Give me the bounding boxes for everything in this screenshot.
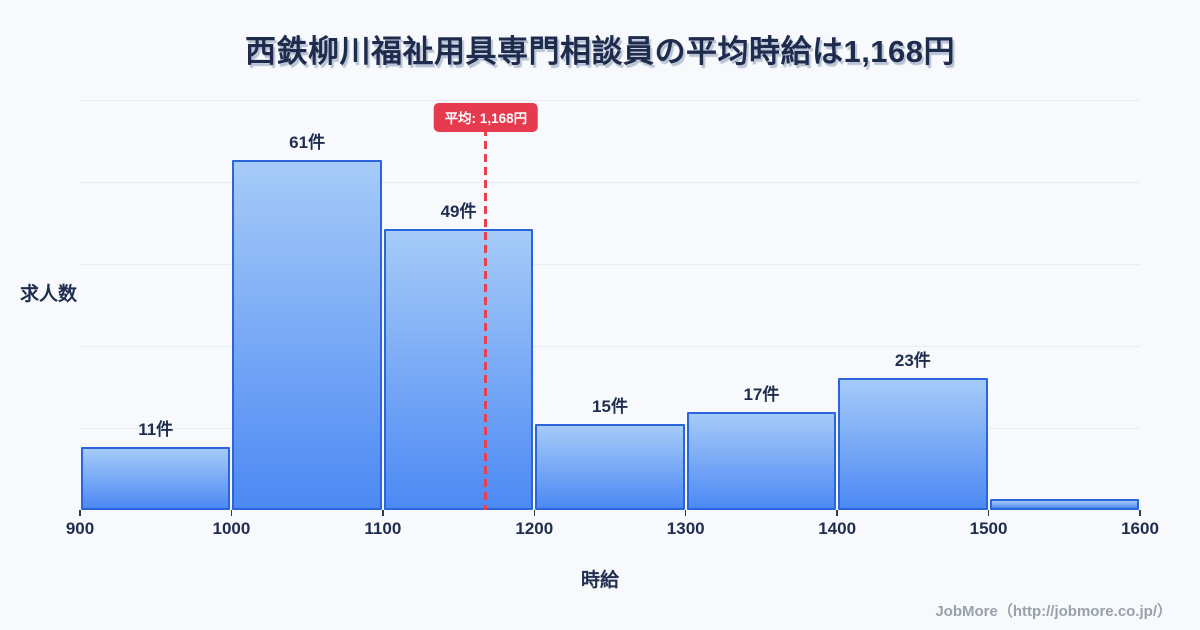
x-tick-mark <box>684 510 687 516</box>
chart-title: 西鉄柳川福祉用具専門相談員の平均時給は1,168円 <box>244 34 956 69</box>
footer-credit: JobMore（http://jobmore.co.jp/） <box>935 603 1172 620</box>
histogram-bar <box>686 412 837 510</box>
histogram-bar <box>535 423 685 510</box>
histogram-bar <box>81 446 231 510</box>
plot-area: 11件 61件 49件 15件 17件 23件 <box>80 100 1140 510</box>
histogram-bar <box>989 498 1139 510</box>
gridline <box>80 100 1140 101</box>
x-tick-label: 900 <box>65 519 95 538</box>
bar-value-label: 17件 <box>743 385 780 405</box>
x-tick-label: 1200 <box>515 519 554 538</box>
bar-value-label: 11件 <box>138 419 174 439</box>
x-tick-label: 1500 <box>969 519 1008 538</box>
x-tick-mark <box>79 510 81 516</box>
gridline <box>80 182 1140 183</box>
x-tick-mark <box>382 510 384 516</box>
histogram-bar <box>383 228 534 510</box>
bar-value-label: 61件 <box>289 133 326 152</box>
x-tick-label: 1300 <box>666 519 705 538</box>
mean-badge: 平均: 1,168円 <box>433 103 539 132</box>
gridline <box>80 346 1140 347</box>
bar-value-label: 49件 <box>440 201 477 221</box>
x-tick-label: 1400 <box>818 519 857 538</box>
x-tick-label: 1600 <box>1121 519 1159 538</box>
histogram-bar <box>838 378 988 510</box>
bar-value-label: 23件 <box>894 351 931 371</box>
x-tick-mark <box>987 510 990 516</box>
x-tick-label: 1100 <box>364 519 402 538</box>
gridline <box>80 264 1140 265</box>
x-tick-mark <box>1139 510 1141 516</box>
histogram-bar <box>232 160 382 510</box>
x-tick-mark <box>533 510 536 516</box>
bar-value-label: 15件 <box>592 396 628 416</box>
x-tick-mark <box>836 510 838 516</box>
x-axis-label: 時給 <box>580 570 619 591</box>
y-axis-label: 求人数 <box>20 284 78 305</box>
mean-line <box>484 128 488 510</box>
x-tick-label: 1000 <box>212 519 251 538</box>
x-tick-mark <box>230 510 233 516</box>
